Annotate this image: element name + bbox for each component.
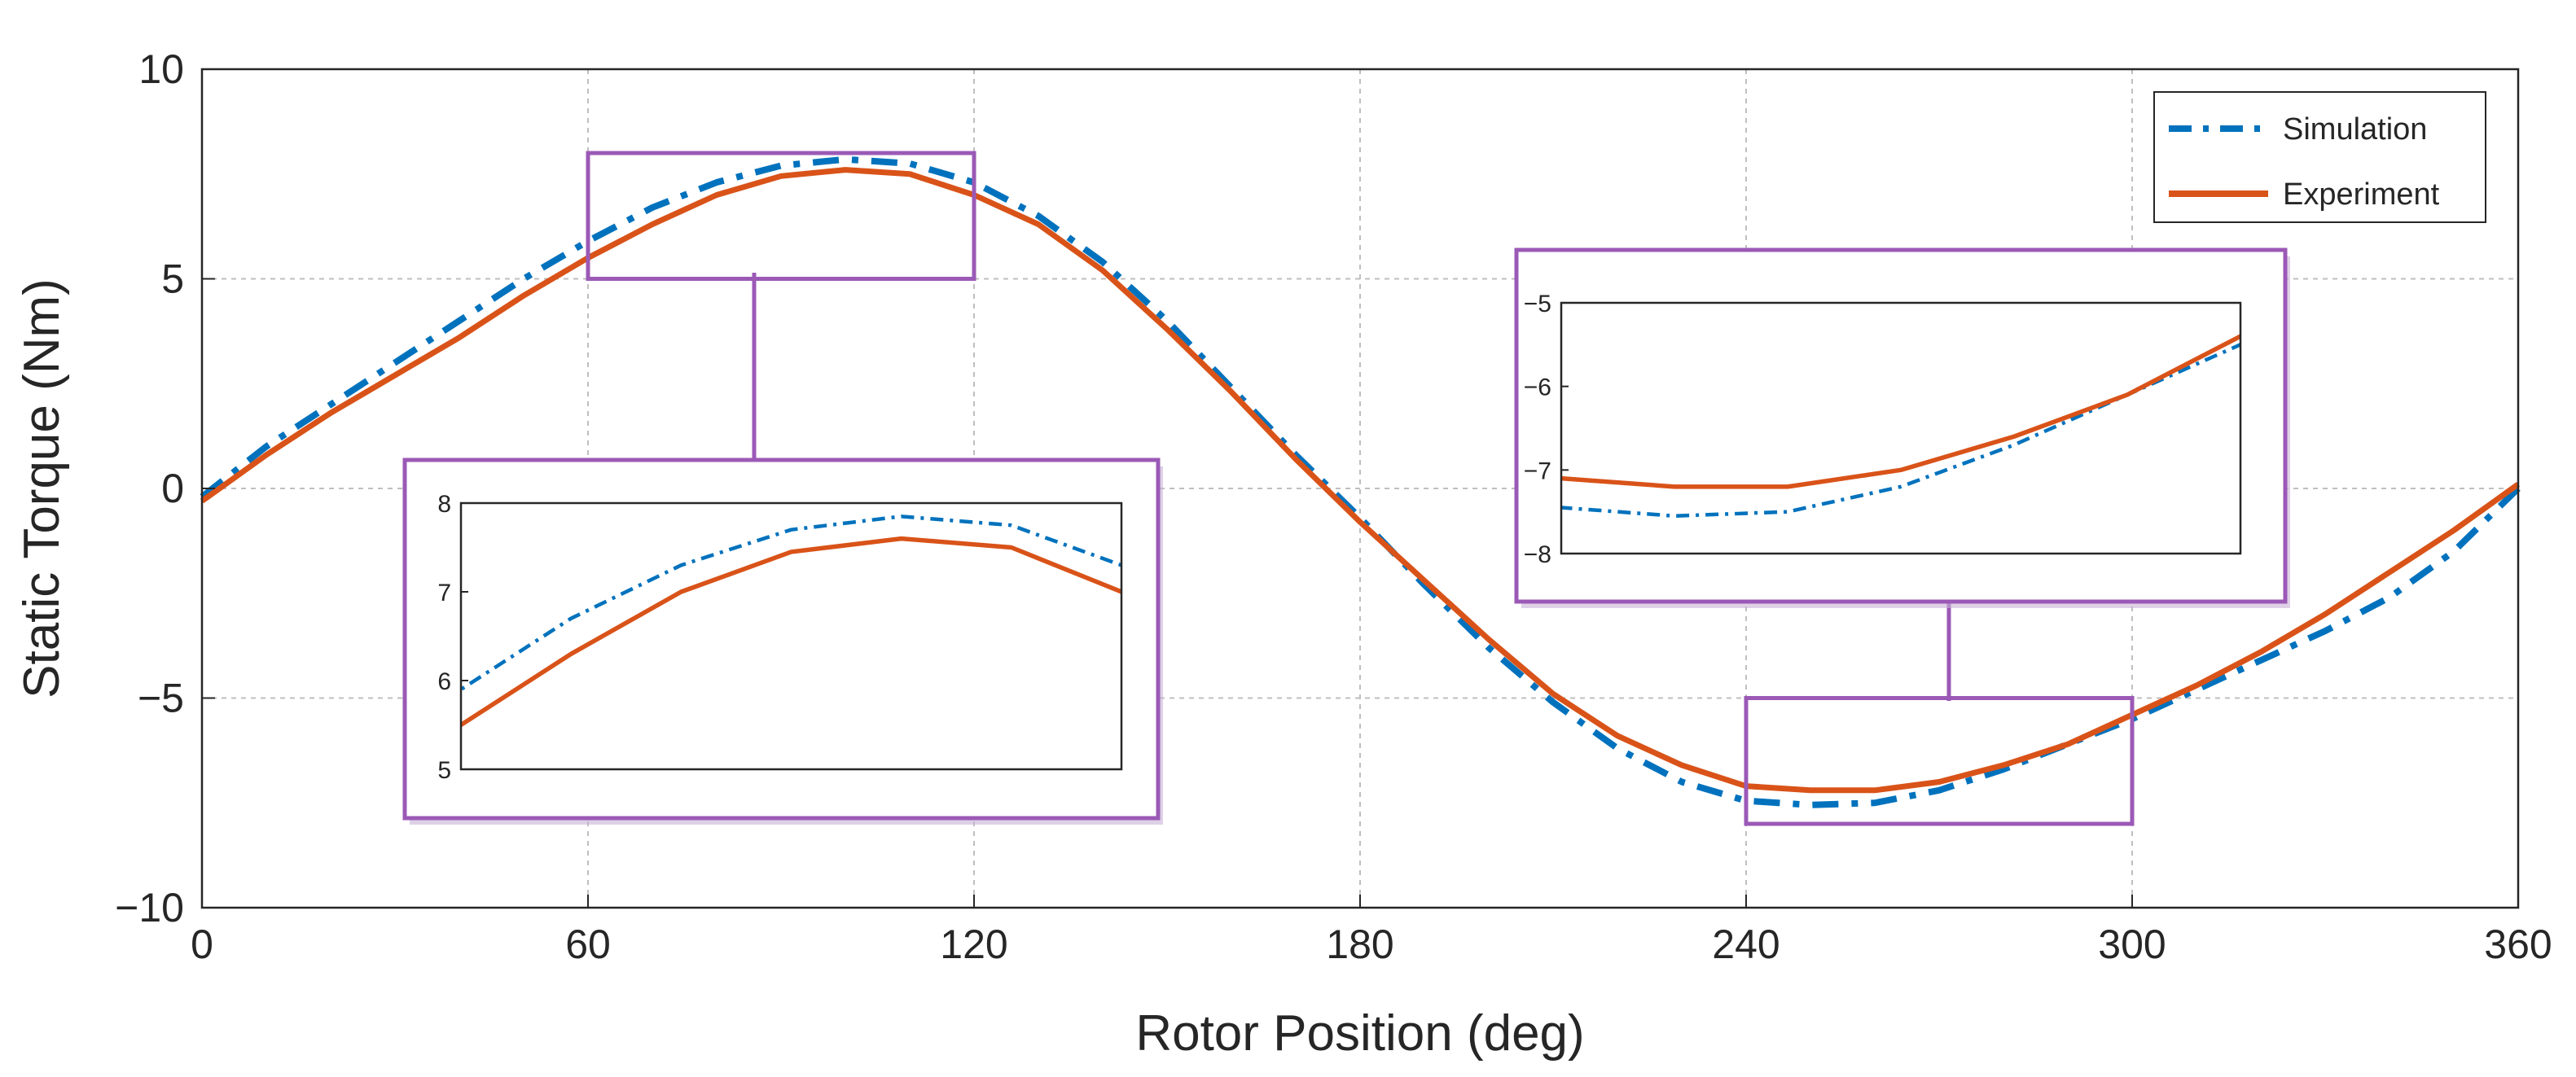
inset-peak-tick-label: 5: [437, 757, 451, 784]
zoom-box-0: [586, 151, 976, 281]
x-tick-label: 0: [191, 922, 213, 967]
main-ticks: 0 60 120 180 240 300 360 −10 −5 0 5 10: [115, 46, 2552, 967]
zoom-box-1: [1744, 696, 2135, 826]
inset-trough-axes-box: [1560, 301, 2242, 555]
y-tick-label: 10: [138, 46, 184, 92]
y-tick-label: −10: [115, 885, 184, 930]
y-axis-title: Static Torque (Nm): [14, 278, 70, 698]
x-tick-label: 180: [1326, 922, 1393, 967]
inset-trough-tick-label: −7: [1524, 458, 1551, 484]
inset-trough-line-experiment: [1561, 333, 2240, 489]
inset-peak-series: [461, 514, 1121, 728]
x-tick-label: 60: [565, 922, 611, 967]
inset-trough-tick-label: −6: [1524, 374, 1551, 401]
inset-trough-tick-label: −8: [1524, 541, 1551, 568]
inset-peak-line-experiment: [461, 536, 1121, 728]
zoom-regions: [586, 151, 2135, 826]
x-axis-title: Rotor Position (deg): [1135, 1005, 1584, 1062]
inset-trough: −8 −7 −6 −5: [1514, 247, 2290, 608]
x-tick-label: 240: [1712, 922, 1780, 967]
inset-peak-tick-label: 8: [437, 491, 451, 518]
inset-trough-frame: [1514, 247, 2288, 604]
legend: Simulation Experiment: [2153, 91, 2486, 223]
inset-peak-tick-label: 7: [437, 580, 451, 606]
inset-peak: 5 6 7 8: [402, 458, 1163, 825]
legend-box: [2153, 91, 2486, 223]
inset-trough-series: [1561, 333, 2240, 519]
inset-peak-tick-label: 6: [437, 668, 451, 695]
legend-label-experiment: Experiment: [2283, 177, 2440, 212]
inset-trough-tick-label: −5: [1524, 291, 1551, 317]
insets: 5 6 7 8 −8 −7 −6 −5: [402, 247, 2290, 825]
inset-trough-line-simulation: [1561, 342, 2240, 519]
y-tick-label: 5: [161, 256, 184, 302]
y-tick-label: −5: [138, 676, 184, 721]
x-tick-label: 360: [2484, 922, 2552, 967]
inset-peak-line-simulation: [461, 514, 1121, 692]
inset-peak-frame: [402, 458, 1161, 821]
x-tick-label: 120: [940, 922, 1007, 967]
x-tick-label: 300: [2098, 922, 2166, 967]
inset-peak-axes-box: [459, 501, 1123, 771]
y-tick-label: 0: [161, 466, 184, 511]
legend-label-simulation: Simulation: [2283, 112, 2427, 147]
